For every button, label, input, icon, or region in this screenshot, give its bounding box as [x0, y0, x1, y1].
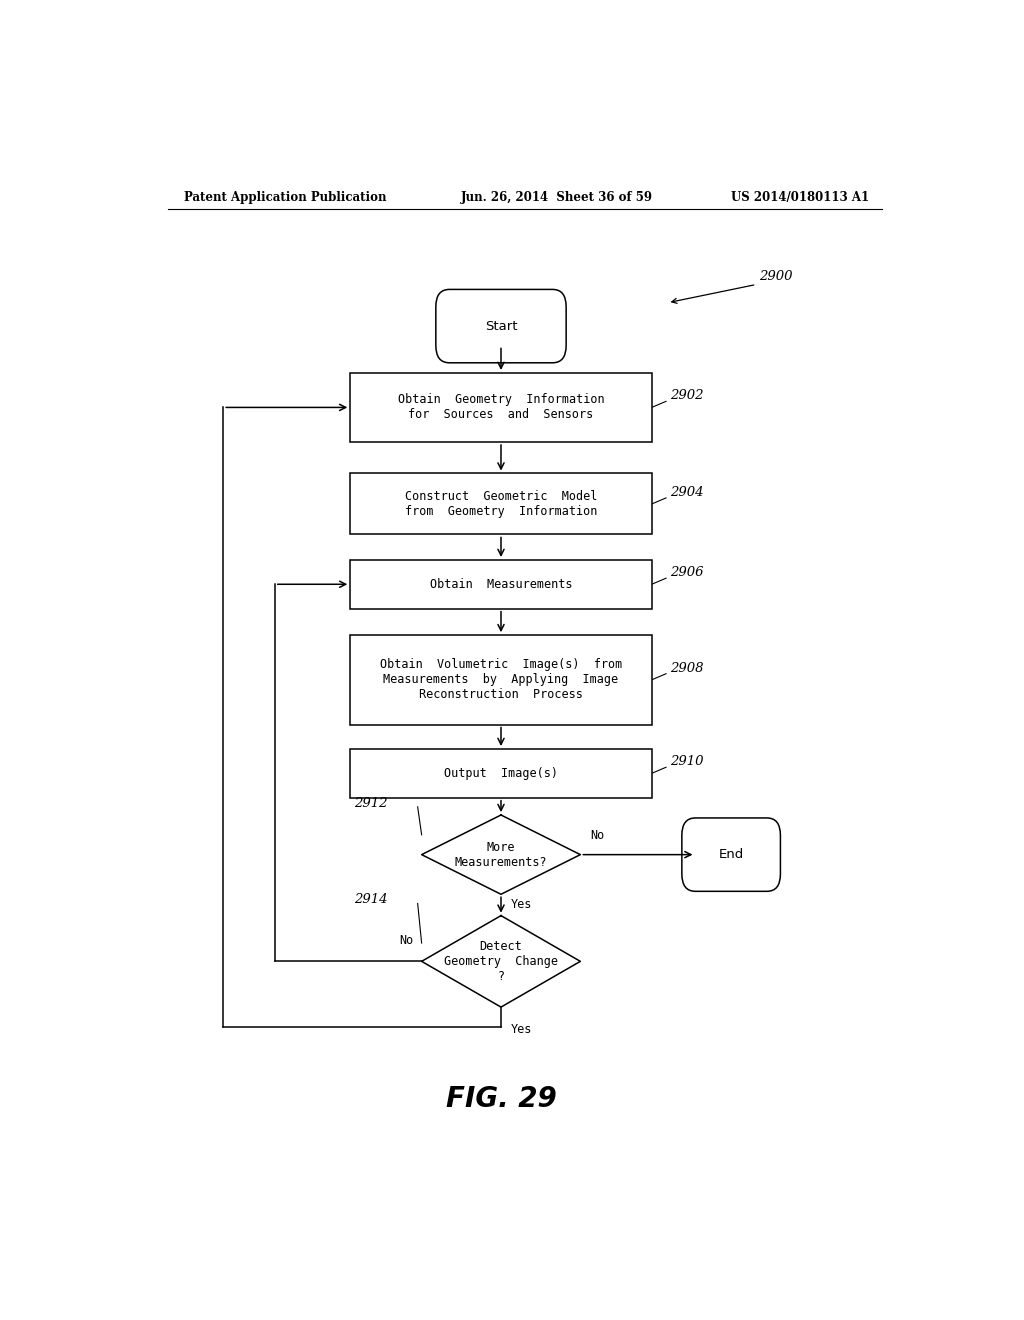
Text: Yes: Yes: [511, 899, 531, 911]
Bar: [350, 474, 651, 535]
Text: No: No: [399, 935, 414, 948]
Bar: [350, 635, 651, 725]
Bar: [350, 748, 651, 797]
Bar: [350, 372, 651, 442]
Text: 2908: 2908: [670, 661, 703, 675]
Text: 2910: 2910: [670, 755, 703, 768]
Text: 2914: 2914: [354, 894, 388, 907]
FancyBboxPatch shape: [436, 289, 566, 363]
Text: Start: Start: [484, 319, 517, 333]
Text: No: No: [590, 829, 604, 842]
Text: Patent Application Publication: Patent Application Publication: [183, 190, 386, 203]
Text: Output  Image(s): Output Image(s): [444, 767, 558, 780]
Text: End: End: [719, 849, 743, 861]
Text: Jun. 26, 2014  Sheet 36 of 59: Jun. 26, 2014 Sheet 36 of 59: [461, 190, 653, 203]
Text: Obtain  Measurements: Obtain Measurements: [430, 578, 572, 591]
Text: More
Measurements?: More Measurements?: [455, 841, 547, 869]
Bar: [350, 560, 651, 609]
Text: Obtain  Volumetric  Image(s)  from
Measurements  by  Applying  Image
Reconstruct: Obtain Volumetric Image(s) from Measurem…: [380, 659, 623, 701]
Text: Construct  Geometric  Model
from  Geometry  Information: Construct Geometric Model from Geometry …: [404, 490, 597, 517]
Text: 2906: 2906: [670, 566, 703, 579]
Text: 2902: 2902: [670, 389, 703, 403]
FancyBboxPatch shape: [682, 818, 780, 891]
Polygon shape: [422, 916, 581, 1007]
Text: FIG. 29: FIG. 29: [445, 1085, 556, 1113]
Text: 2900: 2900: [759, 271, 793, 284]
Polygon shape: [422, 814, 581, 894]
Text: Obtain  Geometry  Information
for  Sources  and  Sensors: Obtain Geometry Information for Sources …: [397, 393, 604, 421]
Text: 2904: 2904: [670, 486, 703, 499]
Text: Detect
Geometry  Change
?: Detect Geometry Change ?: [444, 940, 558, 983]
Text: 2912: 2912: [354, 797, 388, 810]
Text: US 2014/0180113 A1: US 2014/0180113 A1: [731, 190, 869, 203]
Text: Yes: Yes: [511, 1023, 531, 1036]
